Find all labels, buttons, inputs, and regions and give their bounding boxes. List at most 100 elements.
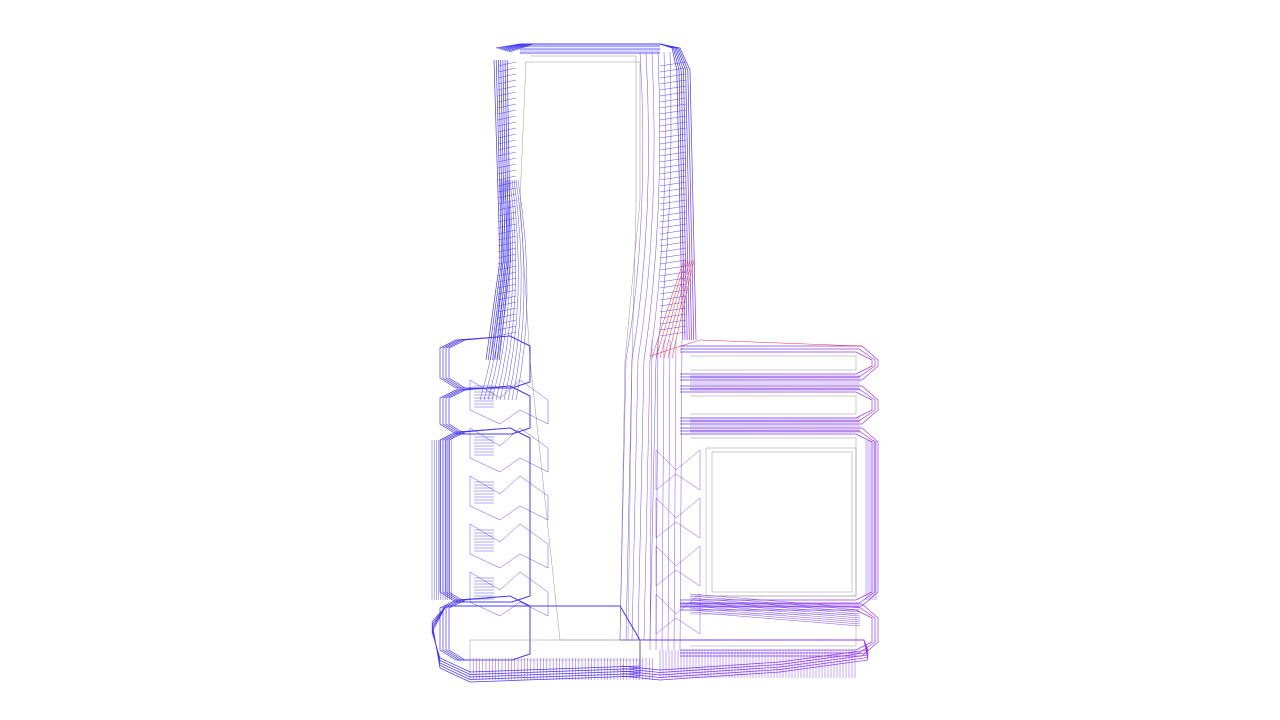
tower-rib	[659, 145, 687, 151]
right-band	[689, 597, 861, 613]
tower-right-curve	[619, 51, 644, 641]
left-strand	[499, 179, 516, 401]
base-part	[431, 605, 869, 683]
left-box-1	[448, 385, 531, 435]
tower-rib	[659, 67, 687, 73]
left-strand	[483, 179, 506, 401]
right-band	[689, 593, 861, 609]
hot-strand	[651, 259, 685, 359]
tower-left-side	[496, 59, 510, 361]
right-slab-0	[680, 345, 879, 381]
tower-rib	[497, 145, 517, 151]
tower-outline	[509, 43, 684, 341]
tower-rib	[497, 79, 517, 85]
tower-rib	[659, 265, 687, 271]
tower-rib	[497, 247, 517, 253]
tower-left-side	[485, 59, 501, 361]
highlighted-edge	[649, 259, 861, 359]
right-window-inner	[711, 451, 853, 593]
right-slab-3	[680, 606, 876, 654]
tower-rib	[659, 325, 687, 331]
right-band	[689, 603, 861, 619]
tower-rib	[497, 235, 517, 241]
tower-left-side	[490, 59, 504, 361]
tower-rib	[497, 307, 517, 313]
left-strand	[479, 179, 503, 401]
left-box-2	[445, 427, 531, 603]
left-box-2	[439, 427, 531, 603]
right-column	[649, 339, 653, 651]
tower-rib	[497, 73, 517, 79]
tower-rib	[497, 211, 517, 217]
tower-rib	[497, 121, 517, 127]
tower-rib	[659, 217, 687, 223]
right-block-part	[649, 339, 879, 657]
tower-rib	[659, 133, 687, 139]
right-zigzag	[655, 593, 701, 635]
right-zigzag	[655, 449, 701, 491]
tower-left-side	[492, 59, 506, 361]
tower-right-curve	[631, 51, 655, 641]
tower-rib	[497, 91, 517, 97]
tower-rib	[497, 151, 517, 157]
tower-rib	[659, 73, 687, 79]
hot-strand	[667, 259, 693, 359]
tower-rib	[497, 319, 517, 325]
tower-rib	[497, 181, 517, 187]
tower-outline	[506, 43, 686, 341]
left-box-0	[442, 335, 531, 389]
tower-outline	[504, 43, 688, 341]
right-band	[689, 595, 861, 611]
tower-rib	[497, 199, 517, 205]
tower-rib	[497, 127, 517, 133]
tower-rib	[659, 277, 687, 283]
tower-rib	[659, 307, 687, 313]
right-band	[689, 599, 861, 615]
tower-rib	[659, 229, 687, 235]
hot-strand	[659, 259, 689, 359]
left-strand	[491, 179, 511, 401]
right-slab-1	[680, 388, 876, 422]
right-window	[705, 447, 857, 597]
right-zigzag	[655, 497, 701, 539]
right-column	[667, 339, 671, 651]
tower-rib	[659, 199, 687, 205]
tower-rib	[497, 157, 517, 163]
tower-rib	[659, 271, 687, 277]
tower-rib	[659, 169, 687, 175]
tower-rib	[659, 223, 687, 229]
right-column	[679, 339, 683, 651]
right-band	[689, 611, 861, 627]
tower-rib	[659, 247, 687, 253]
tower-rib	[659, 79, 687, 85]
tower-rib	[659, 109, 687, 115]
tower-rib	[497, 169, 517, 175]
tower-rib	[659, 259, 687, 265]
tower-rib	[659, 187, 687, 193]
right-slab-2	[680, 430, 876, 604]
tower-rib	[659, 205, 687, 211]
tower-inner-edge	[530, 55, 637, 641]
tower-rib	[497, 229, 517, 235]
tower-rib	[497, 133, 517, 139]
tower-rib	[659, 103, 687, 109]
left-box-3	[445, 595, 531, 661]
right-column	[661, 339, 665, 651]
tower-rib	[659, 163, 687, 169]
right-band	[689, 605, 861, 621]
base-left	[431, 605, 641, 675]
tower-left-side	[487, 59, 503, 361]
tower-rib	[497, 325, 517, 331]
left-box-0	[448, 335, 531, 389]
right-slab-3	[680, 609, 873, 651]
base-inner	[469, 639, 641, 661]
tower-rib	[659, 295, 687, 301]
tower-rib	[497, 313, 517, 319]
base-left	[431, 605, 641, 683]
tower-right-curve	[637, 51, 660, 641]
left-box-2	[448, 427, 531, 603]
tower-rib	[659, 211, 687, 217]
base-left	[431, 605, 641, 673]
